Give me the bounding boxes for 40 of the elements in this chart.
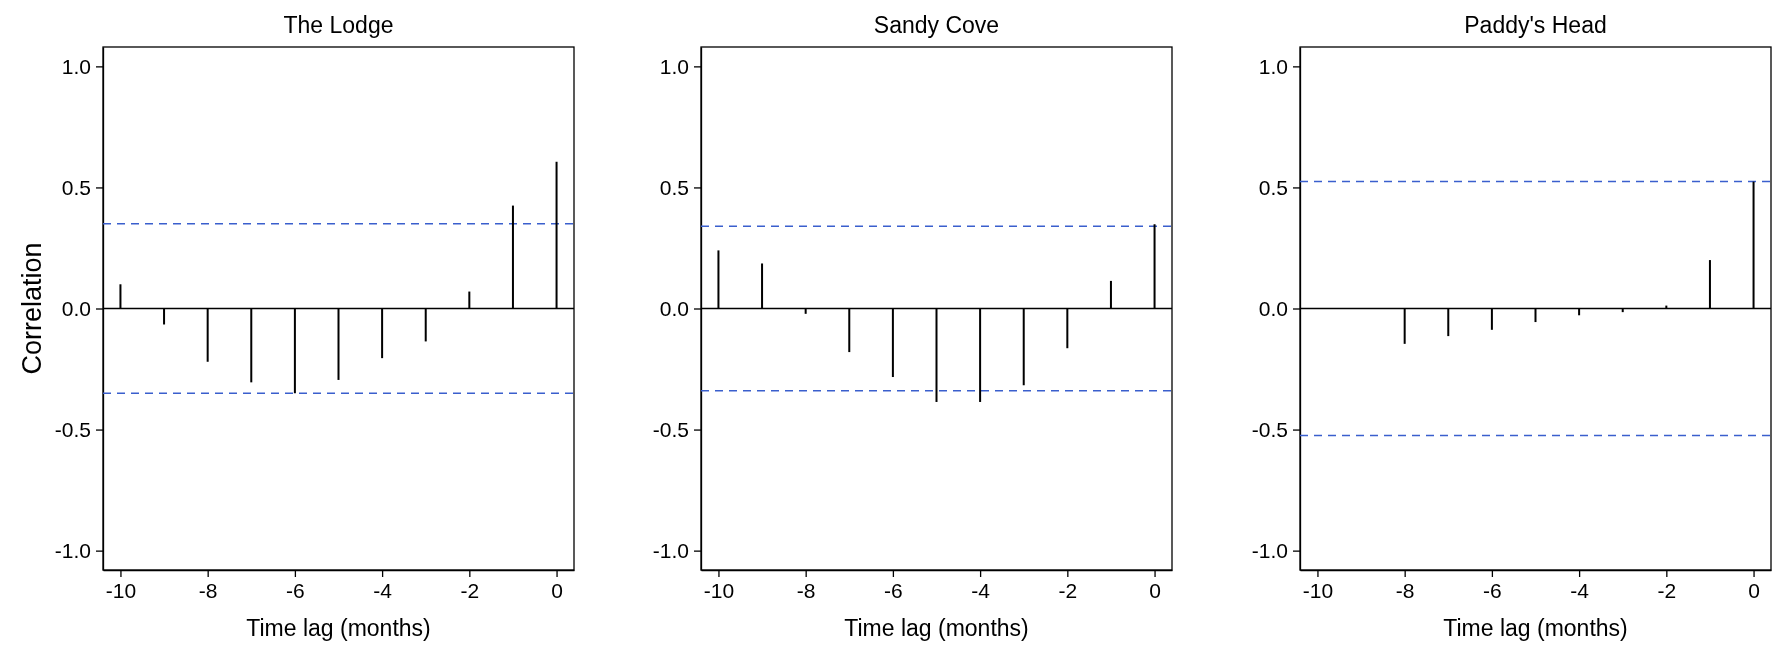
y-tick-label: 1.0	[61, 54, 91, 78]
x-axis-title: Time lag (months)	[844, 615, 1029, 641]
x-tick-label: -2	[460, 578, 480, 602]
y-tick-label: 0.5	[659, 175, 689, 199]
x-tick-label: -10	[1302, 578, 1334, 602]
x-tick-label: -6	[884, 578, 903, 602]
y-tick-label: 0.0	[1258, 296, 1288, 320]
x-tick-label: -4	[1570, 578, 1590, 602]
chart-title: Paddy's Head	[1464, 12, 1607, 38]
y-tick-label: -1.0	[652, 538, 689, 562]
x-axis-title: Time lag (months)	[246, 615, 431, 641]
y-tick-label: 1.0	[659, 54, 689, 78]
chart-title: Sandy Cove	[873, 12, 1000, 38]
x-tick-label: -8	[198, 578, 218, 602]
x-axis-title: Time lag (months)	[1443, 615, 1628, 641]
y-axis-title: Correlation	[17, 242, 47, 375]
x-tick-label: -10	[105, 578, 137, 602]
y-tick-label: 1.0	[1258, 54, 1288, 78]
x-tick-label: -6	[1483, 578, 1502, 602]
x-tick-label: -8	[796, 578, 816, 602]
y-tick-label: -0.5	[54, 417, 91, 441]
y-tick-label: -1.0	[54, 538, 91, 562]
y-tick-label: -0.5	[1251, 417, 1288, 441]
y-tick-label: 0.5	[1258, 175, 1288, 199]
y-tick-label: -1.0	[1251, 538, 1288, 562]
x-tick-label: 0	[1149, 578, 1161, 602]
x-tick-label: -4	[373, 578, 393, 602]
y-tick-label: 0.5	[61, 175, 91, 199]
x-tick-label: -2	[1058, 578, 1078, 602]
chart-title: The Lodge	[283, 12, 394, 38]
x-tick-label: 0	[551, 578, 563, 602]
x-tick-label: -10	[703, 578, 735, 602]
x-tick-label: -2	[1657, 578, 1677, 602]
y-tick-label: 0.0	[61, 296, 91, 320]
x-tick-label: -8	[1395, 578, 1415, 602]
y-tick-label: 0.0	[659, 296, 689, 320]
x-tick-label: -6	[286, 578, 305, 602]
x-tick-label: 0	[1748, 578, 1760, 602]
x-tick-label: -4	[971, 578, 991, 602]
y-tick-label: -0.5	[652, 417, 689, 441]
